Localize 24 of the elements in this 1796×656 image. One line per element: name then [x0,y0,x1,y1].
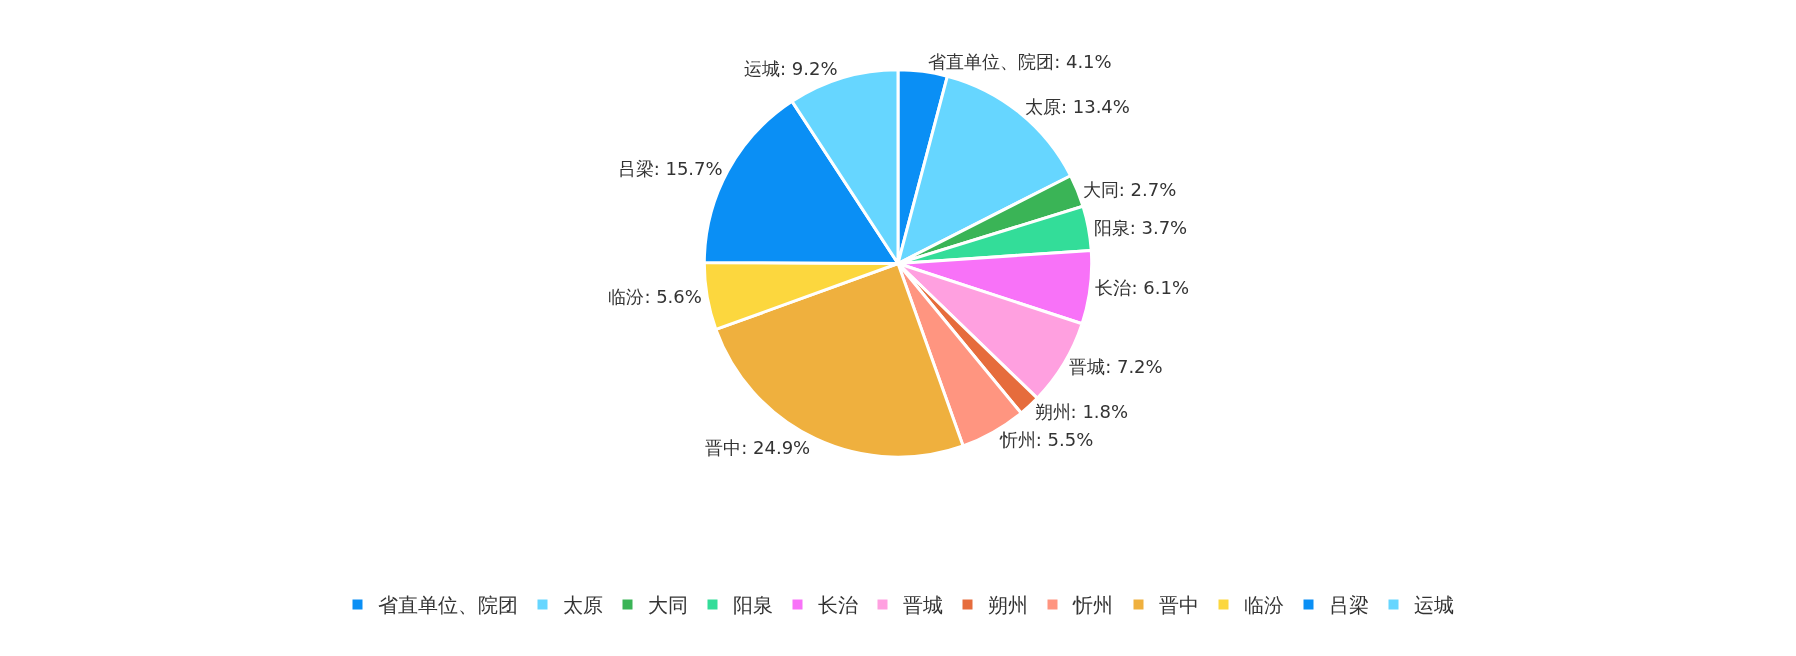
data-label: 吕梁: 15.7% [617,158,723,179]
data-label: 朔州: 1.8% [1034,401,1129,423]
legend-label: 晋城 [902,593,943,618]
legend-label: 朔州 [987,593,1028,618]
legend-label: 忻州 [1071,593,1113,618]
legend-label: 省直单位、院团 [377,593,518,618]
data-label: 晋城: 7.2% [1069,355,1163,377]
data-label: 太原: 13.4% [1024,95,1130,117]
data-label: 临汾: 5.6% [608,286,702,308]
data-label: 晋中: 24.9% [705,436,811,458]
legend-label: 运城 [1413,593,1454,618]
data-label: 大同: 2.7% [1082,178,1177,200]
legend-label: 晋中 [1158,593,1199,618]
data-label: 运城: 9.2% [743,57,838,79]
legend-label: 阳泉 [732,593,773,618]
legend-label: 吕梁 [1328,593,1369,618]
legend-label: 长治 [817,593,858,618]
data-label: 阳泉: 3.7% [1093,217,1188,239]
legend-label: 太原 [562,593,603,618]
legend-label: 临汾 [1243,593,1284,618]
data-label: 长治: 6.1% [1095,277,1189,299]
data-label: 忻州: 5.5% [998,429,1094,451]
legend-label: 大同 [647,593,688,618]
data-label: 省直单位、院团: 4.1% [928,50,1112,72]
